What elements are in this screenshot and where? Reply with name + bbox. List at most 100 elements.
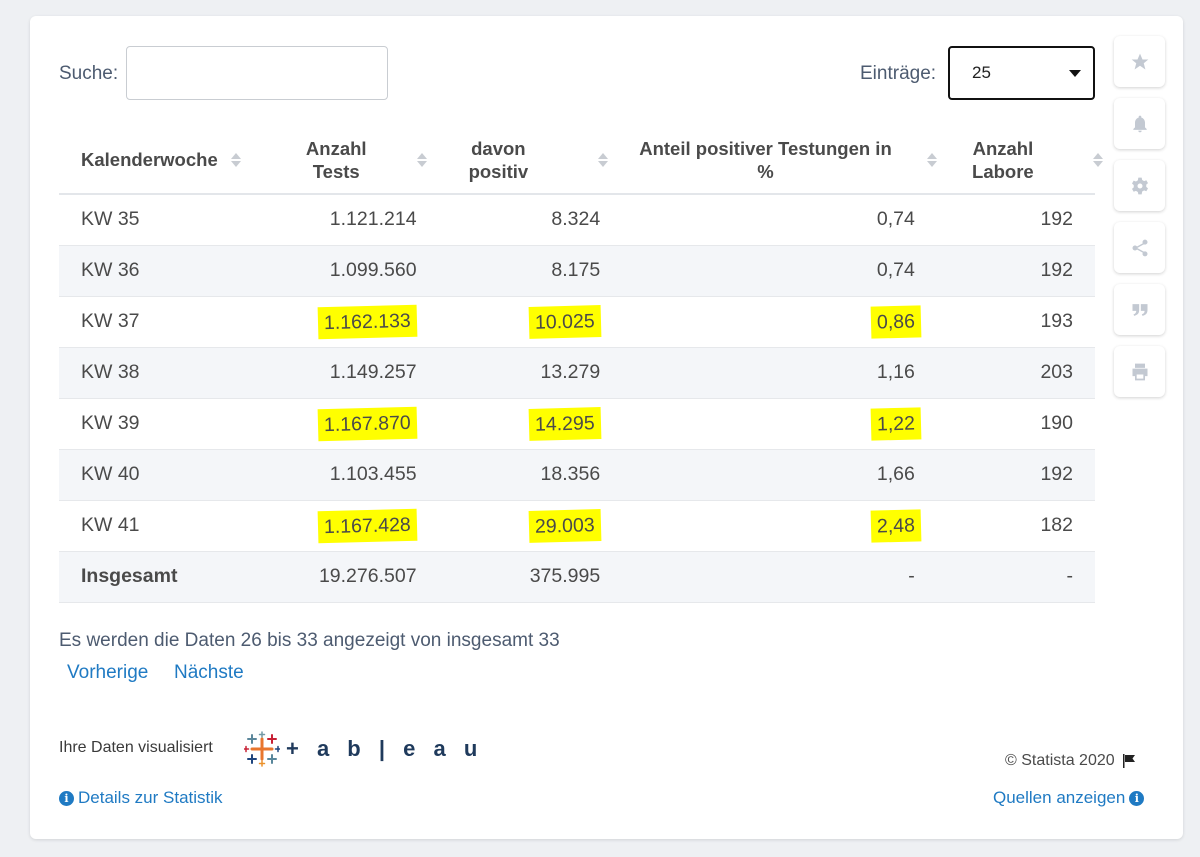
cell-week: KW 40	[59, 449, 256, 501]
cell-labs: 192	[930, 194, 1095, 246]
cell-week: KW 38	[59, 347, 256, 399]
tableau-wordmark: + a b | e a u	[286, 736, 484, 761]
sort-icon	[1093, 151, 1103, 169]
cell-share: 0,86	[600, 296, 931, 348]
cell-share: 1,66	[600, 449, 931, 501]
cell-week: KW 35	[59, 194, 256, 246]
column-header-labs[interactable]: Anzahl Labore	[930, 126, 1103, 195]
info-icon: i	[1129, 790, 1145, 806]
cell-share: -	[600, 551, 931, 603]
cell-tests: 19.276.507	[255, 551, 419, 603]
cell-positive: 14.295	[418, 398, 601, 450]
search-input[interactable]	[126, 46, 388, 100]
highlight-mark: 1.167.428	[317, 508, 417, 543]
table-row: KW 39 1.167.870 14.295 1,22 190	[59, 398, 1095, 450]
cell-positive: 29.003	[418, 500, 601, 552]
column-header-week[interactable]: Kalenderwoche	[59, 126, 256, 195]
table-row: KW 37 1.162.133 10.025 0,86 193	[59, 296, 1095, 348]
cell-positive: 10.025	[418, 296, 601, 348]
entries-select[interactable]: 25	[948, 46, 1095, 100]
cell-positive: 8.175	[418, 245, 601, 297]
entries-select-value: 25	[972, 63, 991, 82]
cell-labs: 182	[930, 500, 1095, 552]
sources-link[interactable]: Quellen anzeigen i	[993, 788, 1145, 808]
highlight-mark: 1,22	[870, 406, 922, 441]
visualization-label: Ihre Daten visualisiert	[59, 739, 213, 756]
pagination-info: Es werden die Daten 26 bis 33 angezeigt …	[59, 630, 560, 651]
cell-share: 0,74	[600, 194, 931, 246]
cell-labs: 203	[930, 347, 1095, 399]
copyright: © Statista 2020	[1005, 752, 1137, 770]
share-icon	[1132, 239, 1147, 256]
print-button[interactable]	[1114, 346, 1165, 397]
info-icon: i	[59, 790, 74, 806]
caret-down-icon	[1069, 69, 1081, 77]
previous-page-link[interactable]: Vorherige	[67, 662, 149, 683]
settings-button[interactable]	[1114, 160, 1165, 211]
table-row-total: Insgesamt 19.276.507 375.995 - -	[59, 551, 1095, 603]
print-icon	[1132, 363, 1147, 380]
cell-tests: 1.167.870	[255, 398, 419, 450]
sort-icon	[231, 151, 241, 169]
cell-labs: 192	[930, 245, 1095, 297]
search-label: Suche:	[59, 63, 119, 84]
copyright-text: © Statista 2020	[1005, 752, 1115, 769]
cell-week: KW 36	[59, 245, 256, 297]
cell-labs: 190	[930, 398, 1095, 450]
cell-share: 2,48	[600, 500, 931, 552]
details-label: Details zur Statistik	[78, 788, 223, 807]
table-row: KW 35 1.121.214 8.324 0,74 192	[59, 194, 1095, 246]
cell-labs: 193	[930, 296, 1095, 348]
cell-positive: 8.324	[418, 194, 601, 246]
tableau-cross-icon	[244, 731, 280, 767]
entries-label: Einträge:	[860, 63, 937, 84]
table-row: KW 41 1.167.428 29.003 2,48 182	[59, 500, 1095, 552]
next-page-link[interactable]: Nächste	[174, 662, 244, 683]
cell-tests: 1.167.428	[255, 500, 419, 552]
highlight-mark: 29.003	[528, 508, 601, 543]
star-icon	[1131, 53, 1148, 69]
highlight-mark: 2,48	[870, 508, 922, 543]
column-header-positive[interactable]: davon positiv	[418, 126, 609, 195]
column-header-label: Anzahl Labore	[972, 137, 1034, 182]
bell-icon	[1132, 115, 1147, 132]
statistics-table: Kalenderwoche Anzahl Tests davon positiv…	[59, 126, 1103, 603]
cell-week: KW 37	[59, 296, 256, 348]
cell-tests: 1.121.214	[255, 194, 419, 246]
cell-positive: 13.279	[418, 347, 601, 399]
cell-positive: 375.995	[418, 551, 601, 603]
sources-label: Quellen anzeigen	[993, 788, 1126, 807]
column-header-tests[interactable]: Anzahl Tests	[255, 126, 427, 195]
cell-tests: 1.162.133	[255, 296, 419, 348]
cell-tests: 1.099.560	[255, 245, 419, 297]
cell-week: KW 39	[59, 398, 256, 450]
cell-labs: -	[930, 551, 1095, 603]
table-row: KW 40 1.103.455 18.356 1,66 192	[59, 449, 1095, 501]
details-link[interactable]: i Details zur Statistik	[59, 788, 223, 808]
cell-share: 1,22	[600, 398, 931, 450]
highlight-mark: 0,86	[870, 304, 922, 339]
cell-positive: 18.356	[418, 449, 601, 501]
column-header-label: Kalenderwoche	[81, 149, 218, 170]
flag-icon[interactable]	[1121, 753, 1137, 769]
favorite-button[interactable]	[1114, 36, 1165, 87]
highlight-mark: 1.162.133	[317, 304, 417, 339]
share-button[interactable]	[1114, 222, 1165, 273]
cell-share: 0,74	[600, 245, 931, 297]
tableau-logo[interactable]: + a b | e a u	[244, 731, 483, 767]
column-header-label: davon positiv	[468, 137, 529, 182]
quote-icon	[1132, 303, 1147, 316]
cell-week: KW 41	[59, 500, 256, 552]
cell-week: Insgesamt	[59, 551, 256, 603]
cell-tests: 1.149.257	[255, 347, 419, 399]
highlight-mark: 10.025	[528, 304, 601, 339]
gear-icon	[1131, 177, 1148, 194]
cell-labs: 192	[930, 449, 1095, 501]
cite-button[interactable]	[1114, 284, 1165, 335]
notification-button[interactable]	[1114, 98, 1165, 149]
column-header-label: Anzahl Tests	[305, 137, 367, 182]
cell-tests: 1.103.455	[255, 449, 419, 501]
column-header-share[interactable]: Anteil positiver Testungen in %	[600, 126, 937, 195]
table-header-row: Kalenderwoche Anzahl Tests davon positiv…	[59, 126, 1103, 195]
highlight-mark: 14.295	[528, 406, 601, 441]
